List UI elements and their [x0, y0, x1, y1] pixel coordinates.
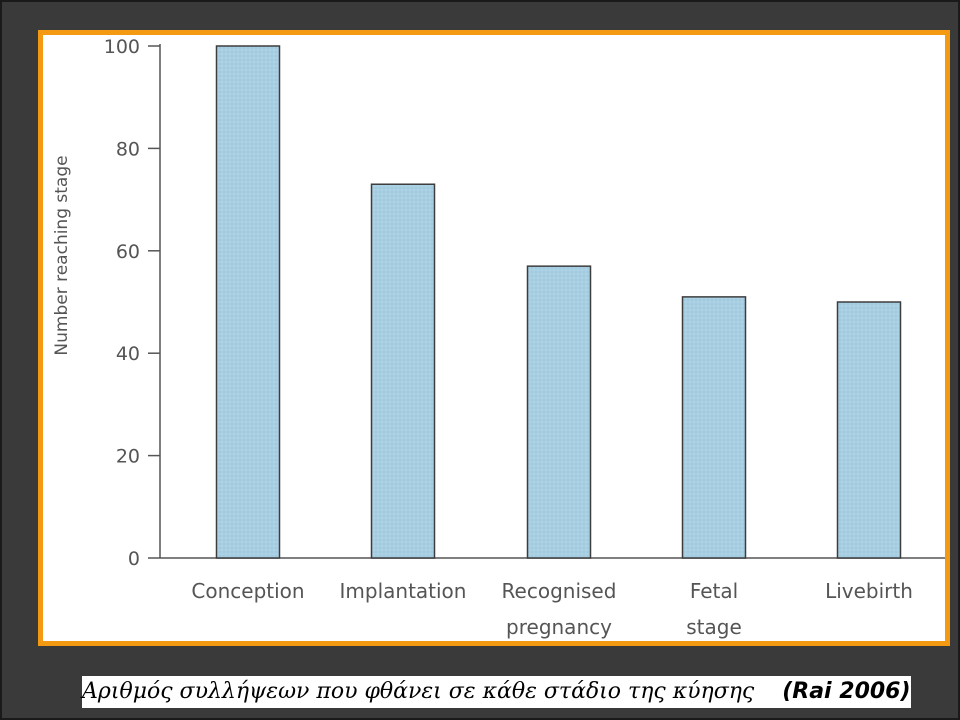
y-tick-label: 0 [128, 548, 140, 570]
bar-chart: 0 20 40 60 80 100 Number reaching stage Concept… [52, 36, 945, 639]
x-tick-label: Implantation [340, 579, 467, 603]
x-tick-label: Recognised [502, 579, 617, 603]
caption: Αριθμός συλλήψεων που φθάνει σε κάθε στά… [82, 676, 911, 708]
x-tick-label: Fetal [690, 579, 738, 603]
bar [526, 265, 592, 559]
y-tick-label: 20 [116, 446, 140, 468]
bar [836, 301, 902, 559]
bar [215, 45, 281, 559]
x-tick-label: stage [686, 615, 742, 639]
y-tick-label: 60 [116, 241, 140, 263]
bar [370, 183, 436, 559]
y-tick-label: 100 [104, 36, 140, 58]
caption-citation: (Rai 2006) [782, 679, 911, 704]
chart-frame: 0 20 40 60 80 100 Number reaching stage Concept… [38, 30, 950, 646]
y-axis-title: Number reaching stage [52, 155, 72, 355]
y-tick-label: 40 [116, 343, 140, 365]
x-tick-label: Conception [191, 579, 304, 603]
x-tick-label: pregnancy [506, 615, 612, 639]
bar [681, 296, 747, 559]
x-tick-label: Livebirth [825, 579, 913, 603]
y-tick-label: 80 [116, 138, 140, 160]
caption-text: Αριθμός συλλήψεων που φθάνει σε κάθε στά… [82, 679, 755, 704]
